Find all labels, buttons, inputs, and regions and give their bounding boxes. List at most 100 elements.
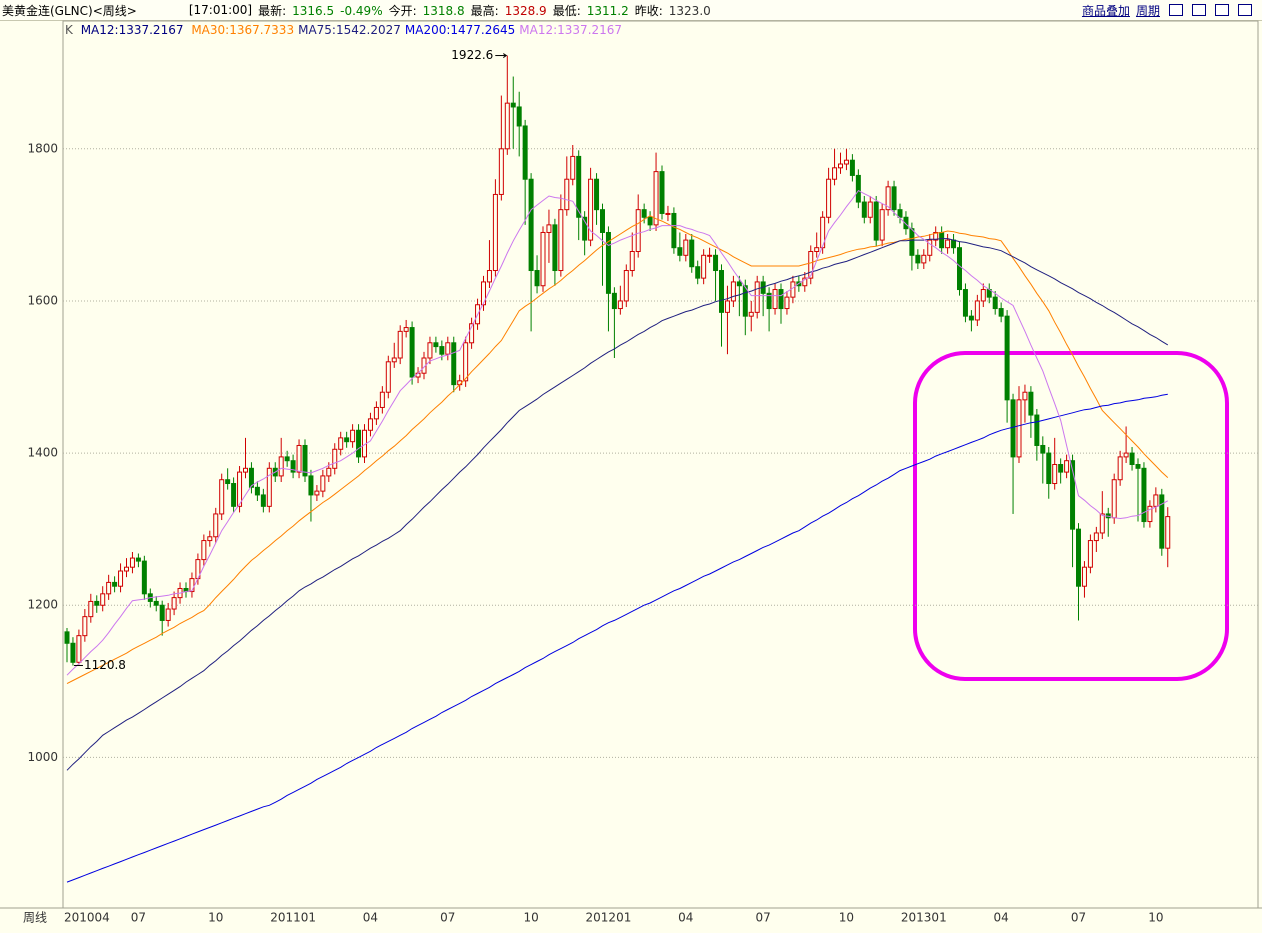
candle-body [897, 209, 903, 218]
candle-body [713, 254, 719, 272]
candle-body [1159, 494, 1165, 549]
candle-body [945, 239, 951, 249]
candle-body [356, 429, 362, 458]
quote-time: [17:01:00] [188, 3, 253, 17]
candle-body [939, 231, 945, 249]
candle-body [338, 437, 344, 450]
layout-icon[interactable] [1215, 4, 1229, 16]
candle-body [171, 597, 177, 610]
x-tick-label: 07 [756, 911, 771, 925]
candle-body [855, 174, 861, 203]
field-value: 1328.9 [504, 3, 547, 18]
candle-body [463, 342, 469, 382]
ma-line [66, 238, 1169, 771]
legend-entry: MA30:1367.7333 [191, 23, 295, 37]
candle-body [962, 289, 968, 317]
candle-body [576, 155, 582, 218]
candle-body [1034, 414, 1040, 446]
candle-body [1099, 513, 1105, 534]
candle-body [736, 281, 742, 287]
candle-body [433, 342, 439, 348]
candle-body [552, 224, 558, 272]
candle-body [385, 361, 391, 393]
candle-body [921, 254, 927, 264]
field-label: 最新: [258, 3, 287, 18]
candle-body [778, 289, 784, 310]
candle-body [605, 231, 611, 294]
candle-body [689, 239, 695, 268]
overlay-button[interactable]: 商品叠加 [1081, 3, 1130, 18]
candle-body [1111, 479, 1117, 519]
candle-body [951, 239, 957, 249]
candle-body [153, 600, 159, 606]
candle-body [510, 102, 516, 108]
candle-body [927, 239, 933, 256]
candle-body [784, 296, 790, 310]
y-tick-label: 1800 [27, 141, 58, 155]
candle-body [600, 209, 605, 233]
candle-body [980, 289, 986, 302]
candle-body [832, 167, 838, 180]
candle-body [968, 315, 974, 321]
candle-body [344, 437, 350, 443]
quote-field: 最低: 1311.2 [553, 4, 629, 18]
period-button[interactable]: 周期 [1135, 3, 1160, 18]
candle-body [873, 201, 879, 241]
candle-body [742, 285, 748, 317]
candle-body [1010, 399, 1016, 458]
candle-body [76, 635, 82, 663]
candle-body [320, 475, 326, 492]
candle-body [439, 346, 445, 355]
candle-body [915, 254, 921, 264]
candle-body [248, 467, 254, 488]
field-value: -0.49% [340, 3, 383, 18]
candle-body [974, 300, 980, 321]
candle-body [903, 216, 909, 230]
candle-body [957, 247, 962, 291]
candle-body [1016, 399, 1022, 458]
candle-body [719, 270, 724, 313]
x-tick-label: 07 [1071, 911, 1086, 925]
candle-body [254, 486, 260, 496]
candle-body [290, 460, 296, 473]
quote-field: 今开: 1318.8 [389, 4, 465, 18]
candle-body [1004, 315, 1010, 401]
x-tick-label: 10 [1148, 911, 1163, 925]
candle-body [94, 600, 100, 606]
candle-body [296, 444, 302, 473]
candle-body [1058, 464, 1064, 473]
candle-body [885, 186, 891, 211]
candle-body [665, 212, 671, 215]
legend-entry: MA12:1337.2167 [519, 23, 623, 37]
candle-body [391, 357, 397, 363]
candle-body [1147, 505, 1153, 523]
candle-body [1087, 540, 1093, 568]
nav-right-icon[interactable] [1192, 4, 1206, 16]
candle-body [1064, 460, 1070, 473]
restore-icon[interactable] [1238, 4, 1252, 16]
candle-body [814, 247, 820, 252]
candle-body [540, 231, 546, 287]
candle-body [486, 270, 492, 283]
candle-body [373, 406, 379, 420]
candle-body [70, 642, 76, 663]
candle-body [867, 201, 873, 218]
candle-body [237, 471, 243, 507]
candle-body [671, 212, 677, 249]
candle-body [141, 560, 147, 595]
quote-bar: 美黄金连(GLNC)<周线> [17:01:00] 最新: 1316.5 -0.49… [0, 0, 1262, 21]
nav-left-icon[interactable] [1169, 4, 1183, 16]
field-label: 昨收: [634, 3, 663, 18]
candle-body [135, 557, 141, 562]
candle-body [1153, 494, 1159, 507]
candle-body [647, 216, 653, 226]
candle-body [891, 186, 897, 211]
candle-body [225, 479, 231, 485]
candle-body [558, 209, 564, 272]
candle-body [278, 456, 284, 477]
ma-line [66, 215, 1169, 685]
candle-body [106, 581, 112, 595]
y-tick-label: 1600 [27, 293, 58, 307]
